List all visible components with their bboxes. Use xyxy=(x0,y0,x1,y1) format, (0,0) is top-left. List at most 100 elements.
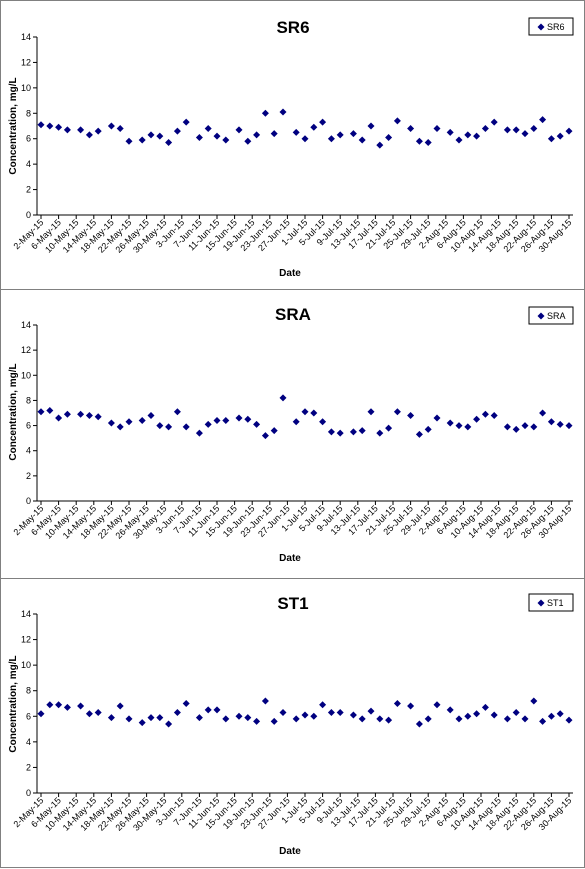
legend-marker xyxy=(537,23,545,31)
data-point xyxy=(358,427,366,435)
data-point xyxy=(385,133,393,141)
data-point xyxy=(147,412,155,420)
data-point xyxy=(94,127,102,135)
data-point xyxy=(270,130,278,138)
y-tick-label: 8 xyxy=(26,108,31,118)
data-point xyxy=(37,121,45,129)
data-point xyxy=(156,422,164,430)
data-point xyxy=(253,420,261,428)
y-tick-label: 0 xyxy=(26,210,31,220)
data-point xyxy=(367,122,375,130)
data-point xyxy=(327,135,335,143)
chart-svg-sra: SRA SRA Concentration, mg/L Date 0 2 4 6 8 10… xyxy=(8,305,574,564)
data-point xyxy=(173,708,181,716)
data-point xyxy=(301,408,309,416)
data-point xyxy=(473,710,481,718)
data-point xyxy=(349,711,357,719)
data-point xyxy=(270,717,278,725)
data-point xyxy=(407,125,415,133)
data-point xyxy=(213,417,221,425)
data-point xyxy=(547,135,555,143)
data-point xyxy=(270,427,278,435)
y-tick-label: 14 xyxy=(21,32,31,42)
data-point xyxy=(319,701,327,709)
data-point xyxy=(292,128,300,136)
data-point xyxy=(235,712,243,720)
data-point xyxy=(244,137,252,145)
x-axis-label: Date xyxy=(279,553,301,564)
data-point xyxy=(565,716,573,724)
data-point xyxy=(327,708,335,716)
data-point xyxy=(490,412,498,420)
data-point xyxy=(481,410,489,418)
data-point xyxy=(455,136,463,144)
data-point xyxy=(173,408,181,416)
y-tick-label: 2 xyxy=(26,185,31,195)
data-point xyxy=(521,715,529,723)
y-tick-label: 14 xyxy=(21,609,31,619)
data-point xyxy=(446,706,454,714)
data-point xyxy=(433,701,441,709)
data-point xyxy=(415,137,423,145)
data-point xyxy=(336,429,344,437)
chart-panel-sr6: SR6 SR6 Concentration, mg/L Date 0 2 4 6 8 10… xyxy=(0,0,585,290)
data-point xyxy=(407,702,415,710)
data-point xyxy=(107,419,115,427)
data-point xyxy=(182,118,190,126)
data-point xyxy=(107,714,115,722)
data-point xyxy=(156,132,164,140)
data-point xyxy=(301,711,309,719)
x-axis-label: Date xyxy=(279,268,301,279)
data-point xyxy=(376,141,384,149)
data-point xyxy=(125,418,133,426)
data-point xyxy=(195,429,203,437)
data-point xyxy=(521,130,529,138)
chart-title: ST1 xyxy=(277,594,308,613)
data-point xyxy=(77,702,85,710)
legend-marker xyxy=(537,599,545,607)
data-point xyxy=(55,414,63,422)
data-point xyxy=(204,420,212,428)
data-point xyxy=(424,139,432,147)
data-point xyxy=(85,131,93,139)
y-tick-label: 2 xyxy=(26,471,31,481)
data-point xyxy=(464,712,472,720)
data-point xyxy=(547,712,555,720)
data-point xyxy=(77,410,85,418)
legend: SR6 xyxy=(528,17,574,36)
chart-title: SR6 xyxy=(276,18,309,37)
data-point xyxy=(547,418,555,426)
data-point xyxy=(539,717,547,725)
data-point xyxy=(85,710,93,718)
data-point xyxy=(539,116,547,124)
data-point xyxy=(503,715,511,723)
data-point xyxy=(433,414,441,422)
data-point xyxy=(530,125,538,133)
data-point xyxy=(125,715,133,723)
data-point xyxy=(147,131,155,139)
data-point xyxy=(512,425,520,433)
y-tick-label: 4 xyxy=(26,737,31,747)
data-point xyxy=(46,406,54,414)
data-point xyxy=(222,715,230,723)
y-tick-label: 12 xyxy=(21,635,31,645)
data-point xyxy=(116,702,124,710)
data-point xyxy=(63,703,71,711)
data-point xyxy=(319,118,327,126)
y-tick-label: 10 xyxy=(21,370,31,380)
data-point xyxy=(55,701,63,709)
data-point xyxy=(292,715,300,723)
data-point xyxy=(138,136,146,144)
data-point xyxy=(530,697,538,705)
data-point xyxy=(349,428,357,436)
data-point xyxy=(319,418,327,426)
data-point xyxy=(182,700,190,707)
data-point xyxy=(424,425,432,433)
data-point xyxy=(244,714,252,722)
data-point xyxy=(521,422,529,430)
chart-svg-st1: ST1 ST1 Concentration, mg/L Date 0 2 4 6 8 10… xyxy=(8,593,574,857)
data-point xyxy=(46,701,54,709)
data-point xyxy=(107,122,115,130)
data-point xyxy=(473,415,481,423)
data-point xyxy=(393,700,401,707)
